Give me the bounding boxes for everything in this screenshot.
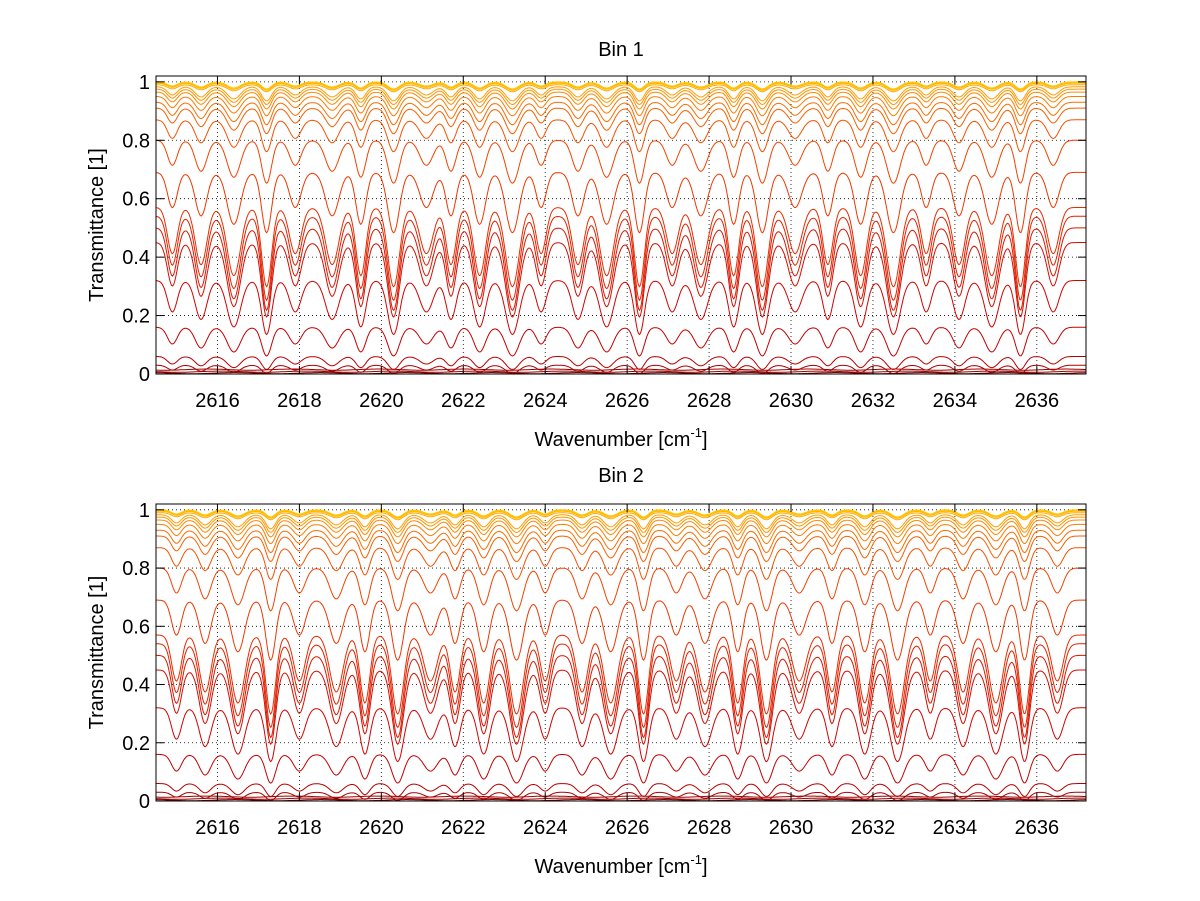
y-tick-label: 0.4 — [122, 247, 150, 269]
series-line — [156, 523, 1086, 545]
series-line — [156, 783, 1086, 798]
x-tick-label: 2628 — [687, 390, 732, 412]
chart-title: Bin 1 — [598, 39, 644, 61]
y-tick-label: 0 — [139, 364, 150, 386]
y-tick-label: 0.2 — [122, 306, 150, 328]
series-line — [156, 514, 1086, 530]
series-line — [156, 280, 1086, 336]
series-line — [156, 101, 1086, 126]
series-line — [156, 512, 1086, 521]
x-tick-label: 2622 — [441, 817, 486, 839]
series-line — [156, 634, 1086, 716]
x-tick-label: 2618 — [277, 817, 322, 839]
subplot-bin-1: 2616 2618 2620 2622 2624 2626 2628 2630 2632 2634… — [86, 39, 1087, 451]
series-line — [156, 171, 1086, 234]
series-line — [156, 326, 1086, 357]
axes-background — [156, 504, 1086, 801]
series-line — [156, 510, 1086, 519]
x-tick-label: 2632 — [851, 817, 896, 839]
x-tick-label: 2630 — [769, 817, 814, 839]
series-line — [156, 797, 1086, 800]
series-line — [156, 81, 1086, 90]
x-tick-label: 2626 — [605, 390, 650, 412]
series-line — [156, 791, 1086, 801]
series-line — [156, 119, 1086, 153]
x-tick-label: 2618 — [277, 390, 322, 412]
series-line — [156, 547, 1086, 581]
series-line — [156, 654, 1086, 739]
x-tick-label: 2624 — [523, 390, 568, 412]
series-line — [156, 88, 1086, 106]
series-line — [156, 86, 1086, 102]
series-line — [156, 516, 1086, 533]
x-tick-label: 2626 — [605, 817, 650, 839]
y-axis-label: Transmittance [1] — [86, 576, 108, 730]
y-tick-label: 0.4 — [122, 675, 150, 697]
x-tick-label: 2624 — [523, 817, 568, 839]
series-line — [156, 529, 1086, 554]
series-line — [156, 242, 1086, 318]
axes-frame — [155, 75, 1087, 375]
series-line — [156, 207, 1086, 288]
series-line — [156, 599, 1086, 662]
x-tick-label: 2616 — [195, 817, 240, 839]
x-tick-label: 2622 — [441, 390, 486, 412]
series-line — [156, 519, 1086, 538]
series-line — [156, 707, 1086, 763]
series-line — [156, 356, 1086, 370]
series-line — [156, 753, 1086, 784]
chart-title: Bin 2 — [598, 465, 644, 487]
y-tick-label: 1 — [139, 72, 150, 94]
axes-frame — [155, 503, 1087, 802]
series-line — [156, 567, 1086, 612]
x-axis-label: Wavenumber [cm-1] — [534, 852, 707, 878]
x-tick-label: 2636 — [1015, 390, 1060, 412]
y-axis-label: Transmittance [1] — [86, 148, 108, 302]
series-line — [156, 368, 1086, 371]
series-group — [156, 509, 1086, 801]
series-line — [156, 107, 1086, 135]
series-line — [156, 364, 1086, 374]
series-line — [156, 82, 1086, 91]
series-line — [156, 81, 1086, 90]
x-tick-label: 2632 — [851, 390, 896, 412]
series-line — [156, 370, 1086, 373]
series-group — [156, 81, 1086, 374]
series-line — [156, 96, 1086, 117]
y-tick-label: 0.8 — [122, 130, 150, 152]
series-line — [156, 535, 1086, 563]
x-tick-label: 2616 — [195, 390, 240, 412]
series-line — [156, 669, 1086, 746]
axes-background — [156, 76, 1086, 374]
x-tick-label: 2634 — [933, 817, 978, 839]
y-tick-label: 0.2 — [122, 733, 150, 755]
x-tick-label: 2620 — [359, 817, 404, 839]
x-axis-label: Wavenumber [cm-1] — [534, 425, 707, 451]
y-tick-label: 0.8 — [122, 558, 150, 580]
y-tick-label: 0.6 — [122, 189, 150, 211]
y-tick-label: 1 — [139, 500, 150, 522]
series-line — [156, 643, 1086, 729]
series-line — [156, 227, 1086, 312]
y-tick-label: 0 — [139, 791, 150, 813]
x-tick-label: 2620 — [359, 390, 404, 412]
y-tick-label: 0.6 — [122, 616, 150, 638]
series-line — [156, 509, 1086, 518]
series-line — [156, 84, 1086, 93]
x-tick-label: 2628 — [687, 817, 732, 839]
x-tick-label: 2630 — [769, 390, 814, 412]
x-tick-label: 2634 — [933, 390, 978, 412]
x-tick-label: 2636 — [1015, 817, 1060, 839]
series-line — [156, 139, 1086, 184]
subplot-bin-2: 2616 2618 2620 2622 2624 2626 2628 2630 2632 2634… — [86, 465, 1087, 878]
series-line — [156, 91, 1086, 110]
series-line — [156, 215, 1086, 302]
